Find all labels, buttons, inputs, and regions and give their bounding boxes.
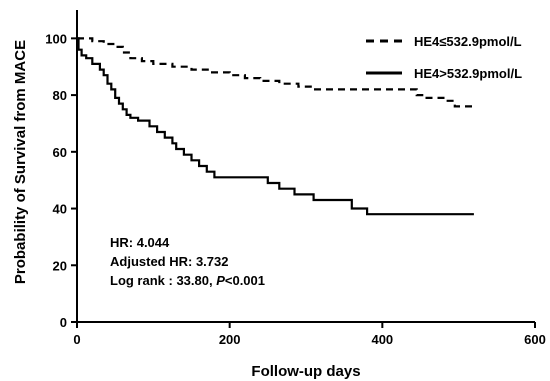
y-tick-label: 100: [45, 31, 67, 46]
legend-label: HE4>532.9pmol/L: [414, 66, 522, 81]
y-tick-label: 60: [53, 145, 67, 160]
y-tick-label: 0: [60, 315, 67, 330]
y-axis-label: Probability of Survival from MACE: [12, 40, 29, 284]
legend: HE4≤532.9pmol/L HE4>532.9pmol/L: [366, 34, 522, 81]
annotation-adjusted-hr: Adjusted HR: 3.732: [110, 254, 228, 269]
x-axis-label: Follow-up days: [251, 363, 360, 380]
tick-group: 0 200 400 600 0 20 40 60 80 100: [45, 31, 546, 347]
x-tick-label: 200: [219, 332, 241, 347]
y-tick-label: 80: [53, 88, 67, 103]
x-tick-label: 600: [524, 332, 546, 347]
p-symbol: P: [216, 273, 225, 288]
y-tick-label: 20: [53, 258, 67, 273]
axes: [76, 10, 535, 323]
series-layer: [77, 37, 474, 216]
y-tick-label: 40: [53, 202, 67, 217]
series-line-high-he4: [77, 37, 474, 216]
x-tick-label: 400: [371, 332, 393, 347]
annotation-hr: HR: 4.044: [110, 235, 170, 250]
p-value: <0.001: [225, 273, 265, 288]
series-line-low-he4: [77, 37, 474, 108]
annotation-log-rank: Log rank : 33.80, P<0.001: [110, 273, 265, 288]
legend-label: HE4≤532.9pmol/L: [414, 34, 522, 49]
x-tick-label: 0: [73, 332, 80, 347]
log-rank-text: Log rank : 33.80,: [110, 273, 216, 288]
